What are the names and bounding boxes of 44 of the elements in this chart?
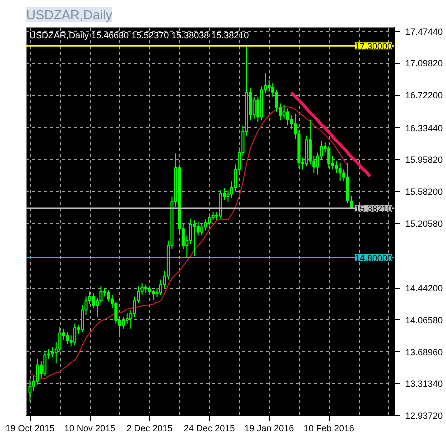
y-tick-label: 12.93720 (406, 411, 444, 421)
candlestick (219, 190, 222, 220)
y-tick-label: 13.31340 (406, 379, 444, 390)
chart-title: USDZAR,Daily (26, 8, 113, 22)
candlestick (122, 316, 126, 330)
candlestick (193, 220, 196, 257)
y-tick-label: 14.44200 (406, 284, 444, 294)
candlestick (196, 222, 200, 236)
annotation: USDZAR,Daily 15.46630 15.52370 15.38038 15.38210 (30, 30, 250, 40)
y-tick-label: 16.72200 (406, 90, 444, 101)
x-tick-label: 19 Jan 2016 (244, 424, 294, 434)
candlestick (152, 289, 156, 301)
ref-line-label: 14.80000 (354, 253, 393, 264)
ref-line-label: 17.30000 (354, 42, 393, 52)
y-tick-label: 15.58200 (406, 187, 444, 198)
x-tick-label: 10 Nov 2015 (64, 424, 116, 434)
candlestick (328, 146, 331, 169)
candlestick (338, 162, 342, 182)
x-tick-label: 19 Oct 2015 (6, 424, 55, 434)
y-tick-label: 16.33440 (406, 123, 444, 134)
y-tick-label: 14.06580 (406, 315, 444, 326)
candlestick (200, 223, 204, 236)
candlestick (282, 104, 286, 120)
candlestick (81, 304, 84, 333)
candlestick (107, 289, 110, 302)
candlestick (208, 213, 212, 226)
x-tick-label: 24 Dec 2015 (184, 424, 236, 434)
candlestick (44, 350, 47, 377)
candlestick (305, 135, 308, 167)
ref-line-label: 15.38210 (354, 204, 393, 214)
x-tick-label: 2 Dec 2015 (126, 424, 173, 434)
candlestick (252, 96, 256, 120)
y-tick-label: 15.95820 (406, 155, 444, 166)
y-tick-label: 17.47440 (406, 26, 444, 37)
y-tick-label: 17.09820 (406, 58, 444, 69)
y-tick-label: 13.68960 (406, 347, 444, 358)
line-series (290, 91, 372, 178)
candlestick (286, 108, 290, 126)
candlestick (346, 162, 350, 204)
y-tick-label: 15.20580 (406, 218, 444, 229)
candlestick (66, 332, 70, 345)
candlestick (74, 323, 77, 346)
candlestick (51, 347, 54, 358)
x-tick-label: 10 Feb 2016 (304, 424, 354, 434)
